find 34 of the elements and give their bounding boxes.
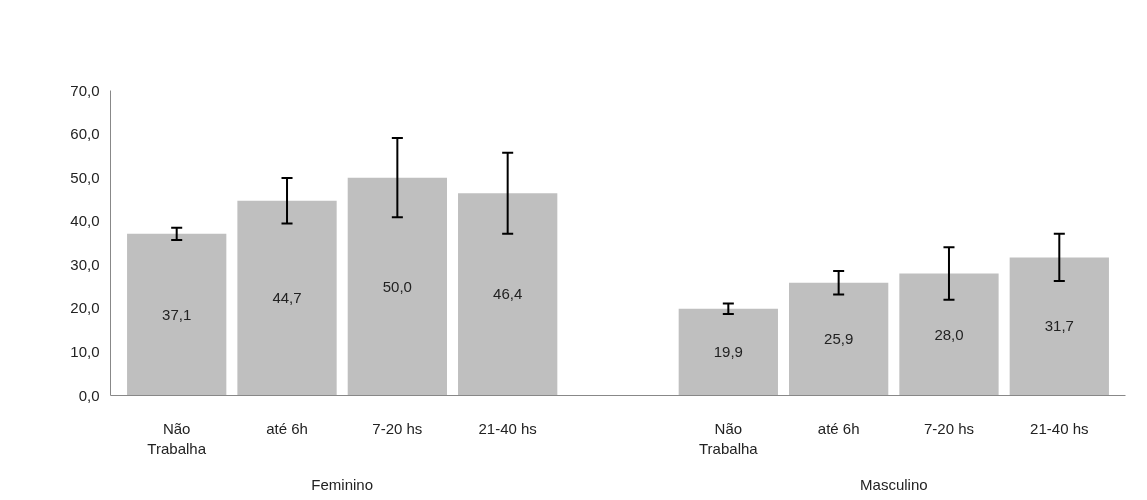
y-tick-label: 20,0 (70, 299, 100, 317)
y-tick-label: 0,0 (78, 386, 100, 404)
data-label: 46,4 (493, 285, 523, 303)
text: Feminino (311, 475, 374, 493)
x-tick-label: até 6h (817, 419, 860, 437)
text: Masculino (860, 475, 928, 493)
x-tick-label: até 6h (266, 419, 308, 437)
x-tick-label: 7-20 hs (923, 419, 975, 437)
data-label: 28,0 (934, 325, 964, 343)
x-tick-label: 21-40 hs (478, 419, 537, 437)
y-tick-label: 50,0 (70, 168, 100, 186)
y-tick-label: 30,0 (70, 255, 100, 273)
y-tick-label: 70,0 (70, 81, 100, 99)
data-label: 25,9 (824, 330, 854, 348)
y-tick-label: 10,0 (70, 342, 100, 360)
y-tick-label: 40,0 (70, 212, 100, 230)
data-label: 31,7 (1044, 317, 1074, 335)
bar (678, 308, 778, 396)
data-label: 50,0 (382, 277, 412, 295)
y-tick-label: 60,0 (70, 125, 100, 143)
data-label: 44,7 (272, 289, 302, 307)
bar (789, 282, 889, 396)
bar (237, 200, 337, 396)
bar (347, 177, 447, 396)
bar (1009, 257, 1109, 396)
bar (127, 233, 227, 396)
bar (458, 193, 558, 396)
x-tick-label: 21-40 hs (1030, 419, 1089, 437)
data-label: 37,1 (162, 305, 192, 323)
bar (899, 273, 999, 396)
x-tick-label: Não Trabalha (147, 419, 207, 457)
x-tick-label: 7-20 hs (372, 419, 423, 437)
x-tick-label: Não Trabalha (699, 419, 759, 457)
data-label: 19,9 (713, 343, 743, 361)
